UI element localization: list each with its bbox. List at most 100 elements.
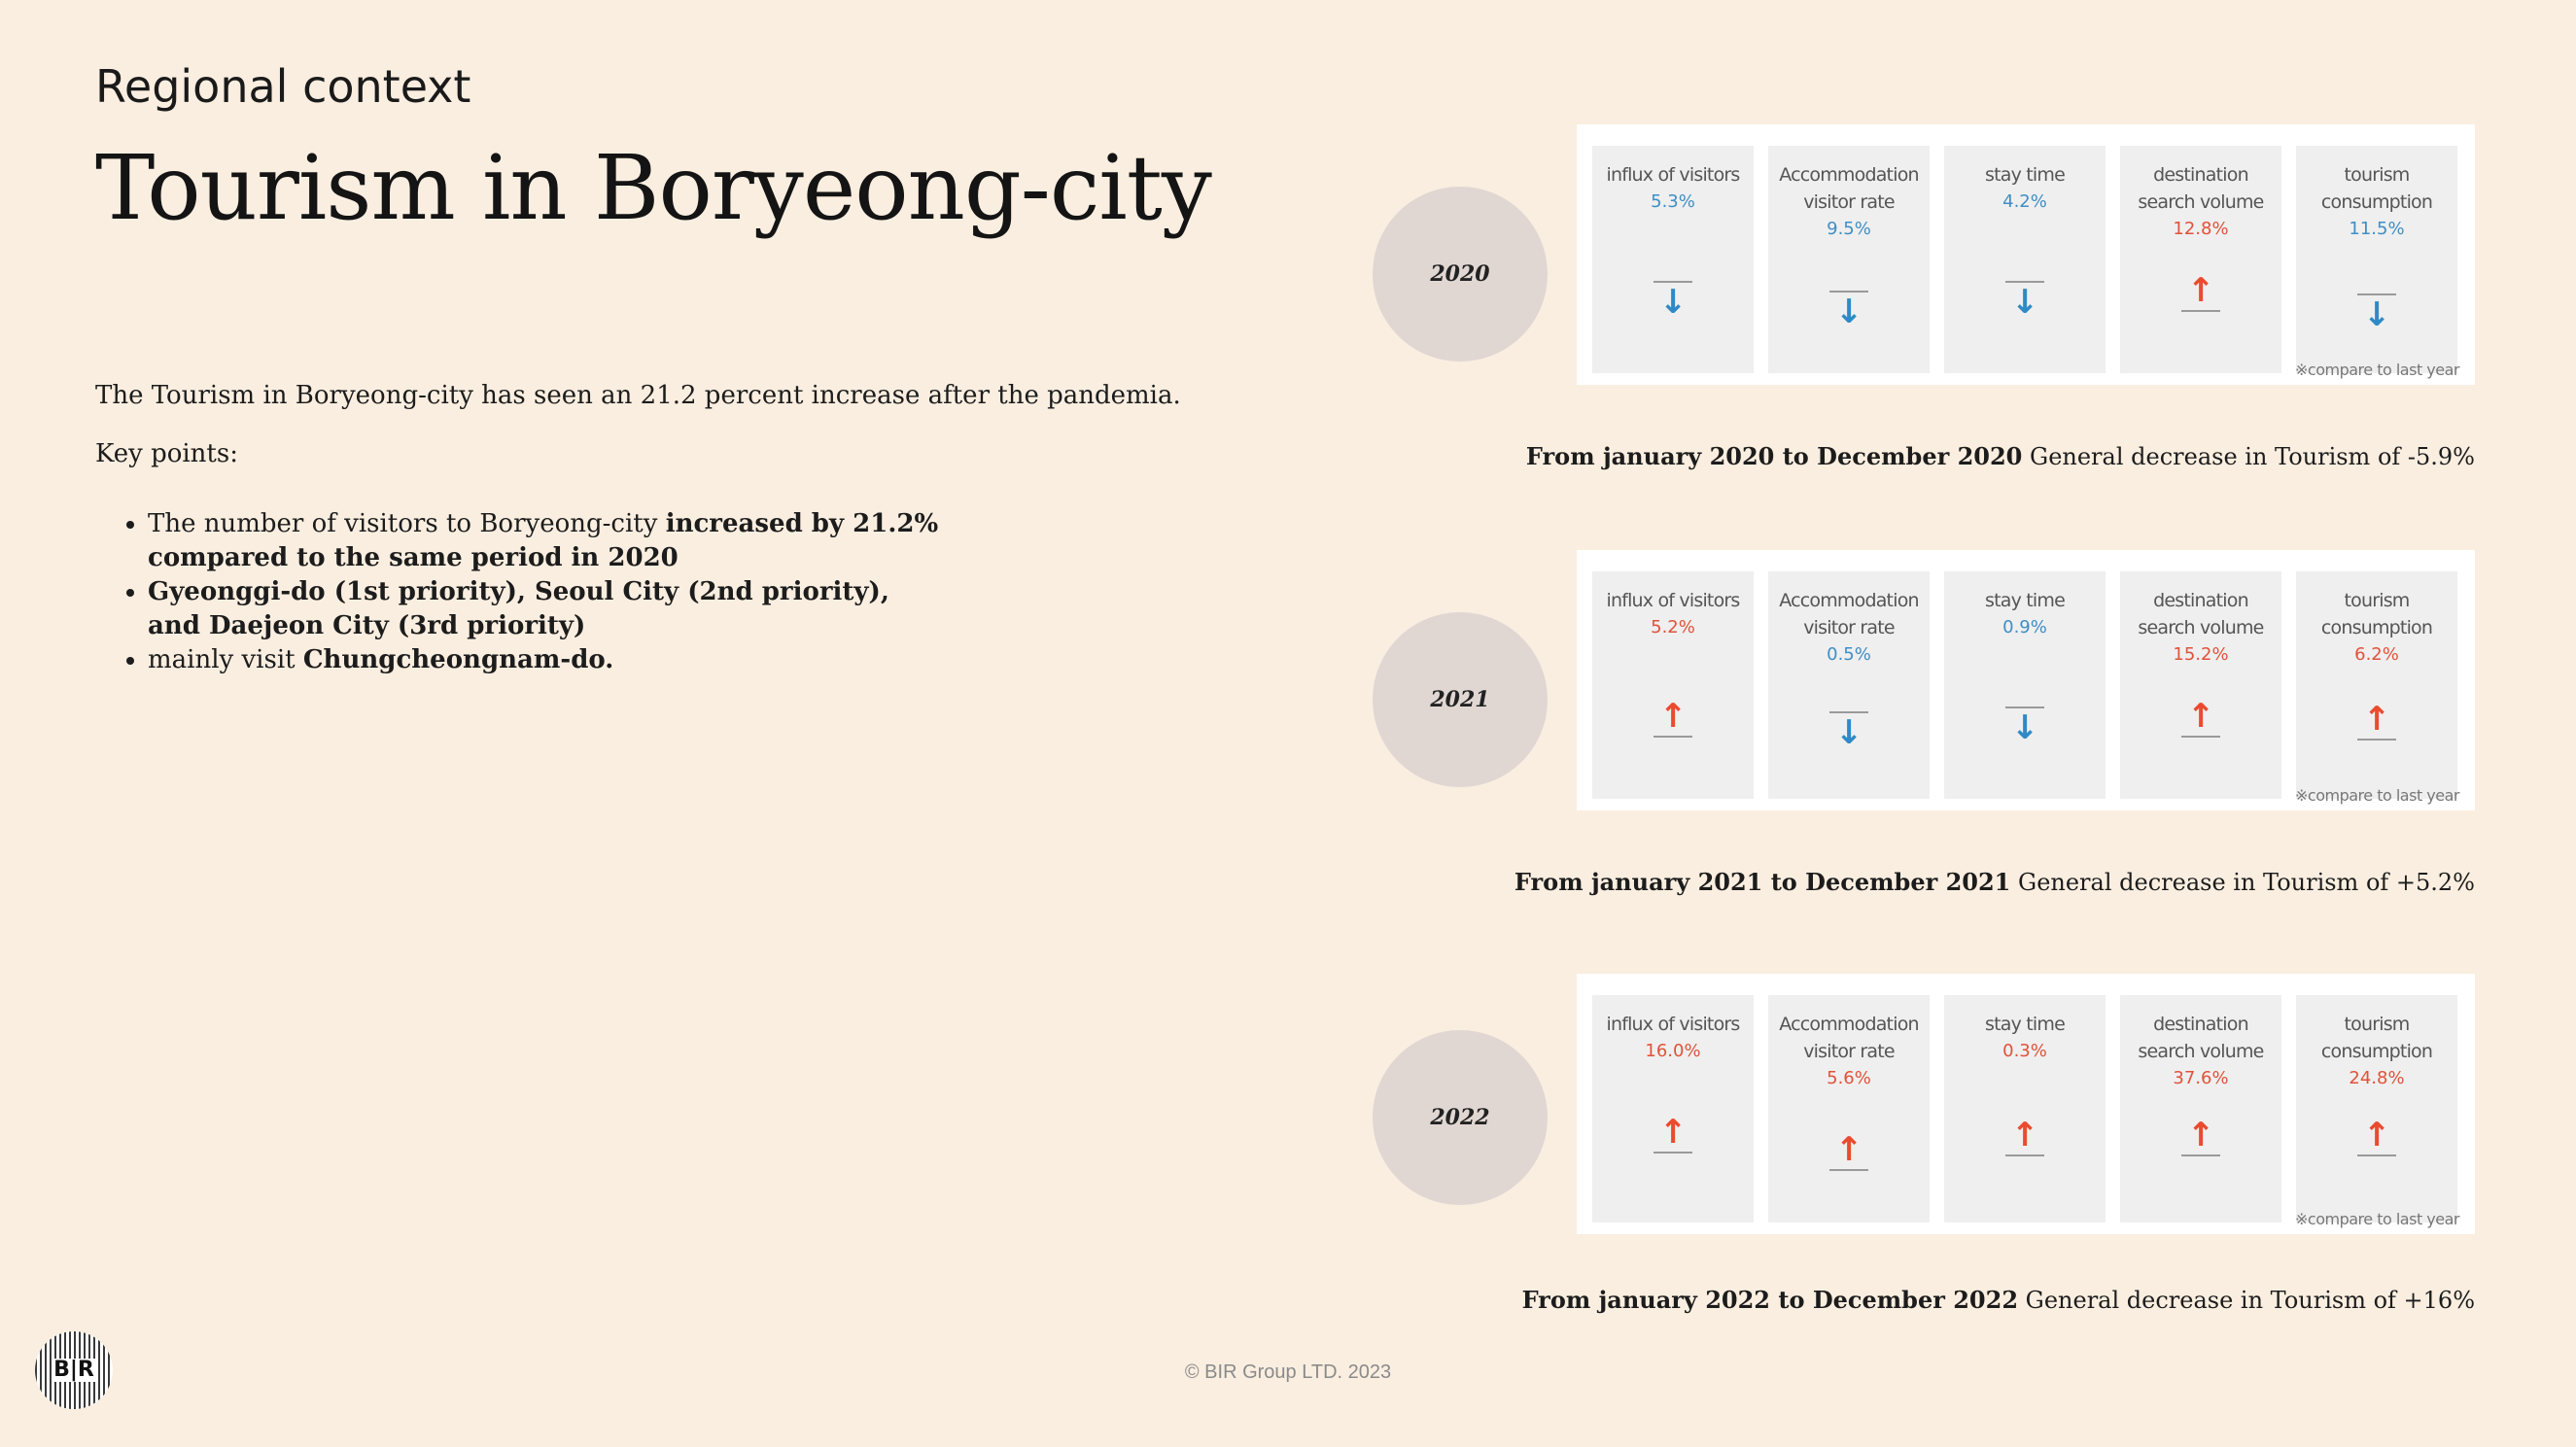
arrow-up-icon: ↑ <box>1592 1113 1754 1154</box>
metric-label-line: consumption <box>2320 617 2433 638</box>
metric-value: 0.3% <box>2002 1041 2047 1061</box>
metric-value: 0.9% <box>2002 617 2047 637</box>
caption-period: From january 2020 to December 2020 <box>1525 442 2023 470</box>
metric-label-line: destination <box>2153 164 2248 186</box>
metric-label-line: visitor rate <box>1803 617 1895 638</box>
metric-value: 15.2% <box>2173 644 2229 665</box>
metric-card: tourism consumption 6.2% ↑ <box>2296 571 2457 799</box>
metric-label-line: stay time <box>1984 1014 2066 1035</box>
metric-label: tourism consumption <box>2296 161 2457 216</box>
metric-value: 6.2% <box>2354 644 2399 665</box>
arrow-up-icon: ↑ <box>2120 1116 2281 1156</box>
metric-card: influx of visitors 5.3% ↓ <box>1592 146 1754 373</box>
metric-label: influx of visitors <box>1592 1011 1754 1038</box>
arrow-down-icon: ↓ <box>1768 291 1930 331</box>
metric-card: stay time 4.2% ↓ <box>1944 146 2106 373</box>
metric-label-line: tourism <box>2344 590 2410 611</box>
metric-label-line: destination <box>2153 590 2248 611</box>
metric-label-line: stay time <box>1984 590 2066 611</box>
year-badge-2020: 2020 <box>1373 187 1548 362</box>
metric-label-line: influx of visitors <box>1606 164 1740 186</box>
metric-label-line: Accommodation <box>1779 164 1919 186</box>
caption-summary: General decrease in Tourism of +5.2% <box>2010 869 2475 896</box>
caption-2021: From january 2021 to December 2021 Gener… <box>1514 868 2475 896</box>
metric-card: Accommodation visitor rate 0.5% ↓ <box>1768 571 1930 799</box>
compare-note: ※compare to last year <box>2295 786 2459 805</box>
caption-2022: From january 2022 to December 2022 Gener… <box>1522 1286 2475 1314</box>
key-point-item: mainly visit Chungcheongnam-do. <box>148 643 945 677</box>
metric-value: 9.5% <box>1827 219 1871 239</box>
caption-summary: General decrease in Tourism of +16% <box>2018 1287 2475 1314</box>
arrow-down-icon: ↓ <box>1944 281 2106 322</box>
key-point-text: Chungcheongnam-do. <box>302 645 614 674</box>
caption-summary: General decrease in Tourism of -5.9% <box>2022 443 2475 470</box>
metric-card: stay time 0.9% ↓ <box>1944 571 2106 799</box>
metric-label-line: destination <box>2153 1014 2248 1035</box>
metric-value: 16.0% <box>1645 1041 1701 1061</box>
metric-card: Accommodation visitor rate 5.6% ↑ <box>1768 995 1930 1223</box>
arrow-down-icon: ↓ <box>1944 706 2106 747</box>
metric-label-line: tourism <box>2344 1014 2410 1035</box>
footer-copyright: © BIR Group LTD. 2023 <box>1184 1361 1392 1383</box>
metric-label: tourism consumption <box>2296 1011 2457 1065</box>
metric-value: 5.3% <box>1651 191 1695 212</box>
page-subtitle: Regional context <box>95 60 471 113</box>
metric-label-line: search volume <box>2138 191 2264 213</box>
metric-label: influx of visitors <box>1592 161 1754 189</box>
metric-label-line: visitor rate <box>1803 191 1895 213</box>
metric-label-line: consumption <box>2320 191 2433 213</box>
logo-text: B|R <box>52 1358 96 1382</box>
stats-panel-2020: influx of visitors 5.3% ↓ Accommodation visi… <box>1577 124 2475 385</box>
caption-period: From january 2021 to December 2021 <box>1514 868 2011 896</box>
metric-value: 11.5% <box>2349 219 2405 239</box>
metric-label-line: Accommodation <box>1779 590 1919 611</box>
metric-value: 0.5% <box>1827 644 1871 665</box>
metric-label: stay time <box>1944 587 2106 614</box>
metric-label-line: influx of visitors <box>1606 590 1740 611</box>
metric-label: Accommodation visitor rate <box>1768 587 1930 641</box>
metric-card: influx of visitors 16.0% ↑ <box>1592 995 1754 1223</box>
metric-label: destination search volume <box>2120 161 2281 216</box>
metric-label: Accommodation visitor rate <box>1768 161 1930 216</box>
bir-logo: B|R <box>35 1331 113 1409</box>
metric-label: destination search volume <box>2120 1011 2281 1065</box>
metric-label: destination search volume <box>2120 587 2281 641</box>
metric-label-line: consumption <box>2320 1041 2433 1062</box>
metric-value: 12.8% <box>2173 219 2229 239</box>
metric-value: 24.8% <box>2349 1068 2405 1088</box>
metric-card: tourism consumption 11.5% ↓ <box>2296 146 2457 373</box>
key-points-list: The number of visitors to Boryeong-city … <box>119 507 945 677</box>
arrow-down-icon: ↓ <box>1592 281 1754 322</box>
metric-card: stay time 0.3% ↑ <box>1944 995 2106 1223</box>
key-point-text: mainly visit <box>148 645 303 674</box>
arrow-up-icon: ↑ <box>2296 700 2457 741</box>
arrow-up-icon: ↑ <box>2120 271 2281 312</box>
metric-label-line: visitor rate <box>1803 1041 1895 1062</box>
page-title: Tourism in Boryeong-city <box>95 136 1212 240</box>
arrow-up-icon: ↑ <box>1592 697 1754 738</box>
metric-label: influx of visitors <box>1592 587 1754 614</box>
year-badge-2021: 2021 <box>1373 612 1548 787</box>
arrow-down-icon: ↓ <box>2296 293 2457 334</box>
metric-card: influx of visitors 5.2% ↑ <box>1592 571 1754 799</box>
metric-card: destination search volume 15.2% ↑ <box>2120 571 2281 799</box>
metric-card: tourism consumption 24.8% ↑ <box>2296 995 2457 1223</box>
key-point-item: The number of visitors to Boryeong-city … <box>148 507 945 575</box>
year-badge-2022: 2022 <box>1373 1030 1548 1205</box>
metric-card: destination search volume 37.6% ↑ <box>2120 995 2281 1223</box>
metric-label: Accommodation visitor rate <box>1768 1011 1930 1065</box>
key-point-item: Gyeonggi-do (1st priority), Seoul City (… <box>148 575 945 643</box>
metric-value: 5.6% <box>1827 1068 1871 1088</box>
metric-label-line: influx of visitors <box>1606 1014 1740 1035</box>
metric-card: Accommodation visitor rate 9.5% ↓ <box>1768 146 1930 373</box>
compare-note: ※compare to last year <box>2295 361 2459 379</box>
arrow-up-icon: ↑ <box>2296 1116 2457 1156</box>
metric-label-line: stay time <box>1984 164 2066 186</box>
compare-note: ※compare to last year <box>2295 1210 2459 1228</box>
stats-panel-2021: influx of visitors 5.2% ↑ Accommodation visi… <box>1577 550 2475 810</box>
key-point-text: The number of visitors to Boryeong-city <box>148 509 666 538</box>
metric-value: 5.2% <box>1651 617 1695 637</box>
arrow-up-icon: ↑ <box>2120 697 2281 738</box>
arrow-up-icon: ↑ <box>1944 1116 2106 1156</box>
metric-label-line: Accommodation <box>1779 1014 1919 1035</box>
